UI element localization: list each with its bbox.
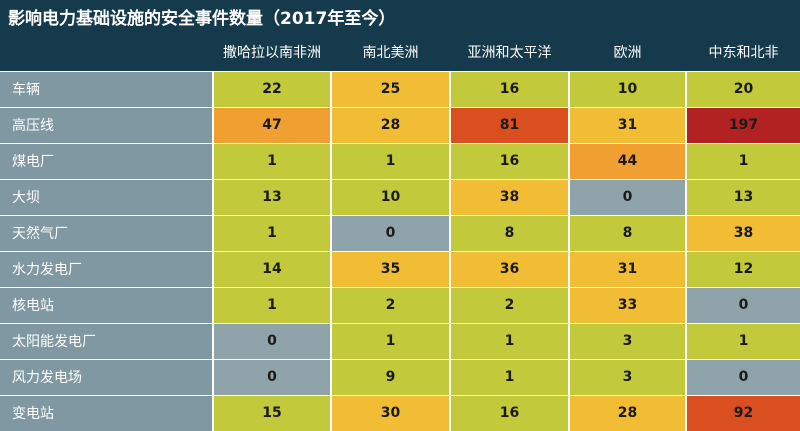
column-header: 南北美洲 <box>362 45 419 61</box>
row-label: 水力发电厂 <box>0 252 212 287</box>
heatmap-cell: 31 <box>570 108 685 143</box>
heatmap-cell: 14 <box>214 252 330 287</box>
heatmap-cell: 1 <box>451 360 568 395</box>
chart-title: 影响电力基础设施的安全事件数量（2017年至今） <box>8 9 396 29</box>
column-header: 亚洲和太平洋 <box>467 45 552 61</box>
heatmap-cell: 0 <box>332 216 449 251</box>
heatmap-cell: 25 <box>332 72 449 107</box>
heatmap-cell: 10 <box>332 180 449 215</box>
heatmap-cell: 0 <box>687 288 800 323</box>
row-label: 煤电厂 <box>0 144 212 179</box>
heatmap-cell: 15 <box>214 396 330 431</box>
heatmap-cell: 8 <box>451 216 568 251</box>
heatmap-cell: 0 <box>214 360 330 395</box>
heatmap-cell: 31 <box>570 252 685 287</box>
heatmap-cell: 47 <box>214 108 330 143</box>
heatmap-cell: 28 <box>332 108 449 143</box>
heatmap-cell: 38 <box>687 216 800 251</box>
heatmap-cell: 2 <box>332 288 449 323</box>
heatmap-cell: 16 <box>451 72 568 107</box>
heatmap-cell: 81 <box>451 108 568 143</box>
heatmap-cell: 22 <box>214 72 330 107</box>
heatmap-cell: 44 <box>570 144 685 179</box>
heatmap-cell: 92 <box>687 396 800 431</box>
heatmap-cell: 1 <box>214 288 330 323</box>
heatmap-cell: 10 <box>570 72 685 107</box>
heatmap-cell: 28 <box>570 396 685 431</box>
heatmap-cell: 38 <box>451 180 568 215</box>
heatmap-cell: 0 <box>687 360 800 395</box>
heatmap-cell: 30 <box>332 396 449 431</box>
column-header: 欧洲 <box>613 45 642 61</box>
heatmap-cell: 9 <box>332 360 449 395</box>
heatmap-cell: 1 <box>332 144 449 179</box>
row-label: 太阳能发电厂 <box>0 324 212 359</box>
heatmap-cell: 197 <box>687 108 800 143</box>
heatmap-cell: 1 <box>451 324 568 359</box>
heatmap-cell: 8 <box>570 216 685 251</box>
row-label: 变电站 <box>0 396 212 431</box>
heatmap-cell: 1 <box>332 324 449 359</box>
heatmap-cell: 35 <box>332 252 449 287</box>
heatmap-cell: 16 <box>451 144 568 179</box>
row-label: 天然气厂 <box>0 216 212 251</box>
heatmap-cell: 3 <box>570 360 685 395</box>
row-label: 车辆 <box>0 72 212 107</box>
heatmap-cell: 13 <box>214 180 330 215</box>
row-label: 大坝 <box>0 180 212 215</box>
heatmap-cell: 20 <box>687 72 800 107</box>
heatmap-cell: 1 <box>687 144 800 179</box>
row-label: 风力发电场 <box>0 360 212 395</box>
heatmap-cell: 0 <box>570 180 685 215</box>
heatmap-cell: 33 <box>570 288 685 323</box>
column-header: 撒哈拉以南非洲 <box>223 45 321 61</box>
heatmap-cell: 3 <box>570 324 685 359</box>
column-header: 中东和北非 <box>708 45 779 61</box>
table-header: 影响电力基础设施的安全事件数量（2017年至今） <box>0 0 800 71</box>
heatmap-cell: 12 <box>687 252 800 287</box>
heatmap-cell: 0 <box>214 324 330 359</box>
heatmap-cell: 13 <box>687 180 800 215</box>
heatmap-cell: 2 <box>451 288 568 323</box>
heatmap-cell: 1 <box>214 216 330 251</box>
heatmap-cell: 16 <box>451 396 568 431</box>
row-label: 核电站 <box>0 288 212 323</box>
heatmap-cell: 36 <box>451 252 568 287</box>
heatmap-cell: 1 <box>687 324 800 359</box>
heatmap-cell: 1 <box>214 144 330 179</box>
row-label: 高压线 <box>0 108 212 143</box>
